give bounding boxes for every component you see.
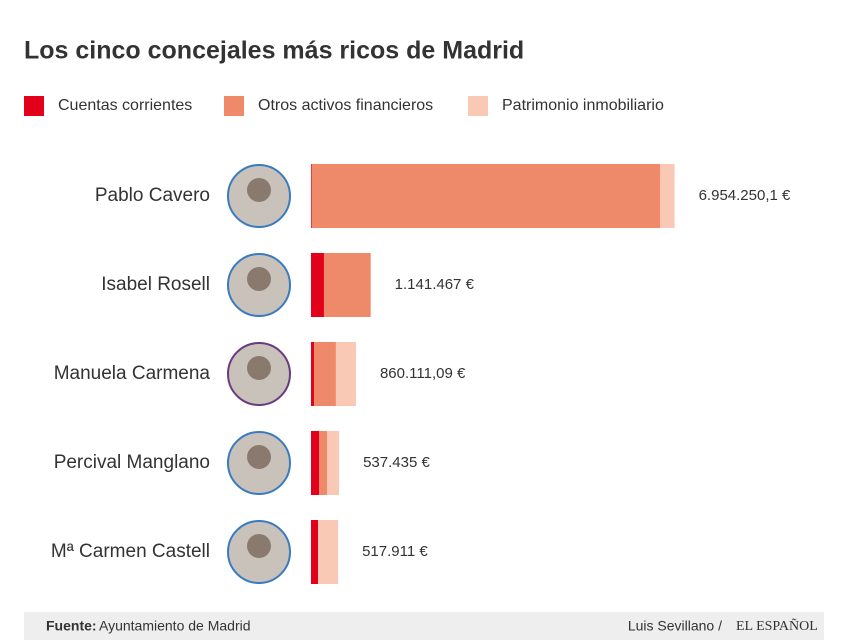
source: Ayuntamiento de Madrid [99, 618, 251, 634]
bar-segment [323, 253, 371, 317]
footer-bar [24, 612, 824, 640]
total-label: 6.954.250,1 € [699, 187, 791, 204]
bar-segment [311, 164, 312, 228]
bar-segment [311, 520, 319, 584]
source-label: Fuente: [46, 618, 97, 634]
avatar-head [247, 445, 271, 469]
legend-label: Patrimonio inmobiliario [502, 97, 664, 114]
category-label: Mª Carmen Castell [51, 541, 210, 562]
category-label: Manuela Carmena [54, 363, 211, 384]
chart-title: Los cinco concejales más ricos de Madrid [24, 37, 524, 65]
legend-swatch [224, 96, 244, 116]
bar-segment [311, 342, 314, 406]
legend-label: Cuentas corrientes [58, 97, 192, 114]
bar-segment [326, 431, 340, 495]
credit: Luis Sevillano / [628, 618, 722, 634]
legend-swatch [468, 96, 488, 116]
bar-segment [318, 520, 339, 584]
bar-segment [318, 431, 327, 495]
bar-segment [660, 164, 675, 228]
bar-segment [311, 253, 324, 317]
total-label: 860.111,09 € [380, 365, 466, 382]
brand: EL ESPAÑOL [736, 618, 818, 634]
avatar-head [247, 534, 271, 558]
total-label: 1.141.467 € [395, 276, 475, 293]
category-label: Isabel Rosell [101, 274, 210, 295]
avatar-head [247, 178, 271, 202]
legend-label: Otros activos financieros [258, 97, 433, 114]
avatar-head [247, 267, 271, 291]
category-label: Percival Manglano [54, 452, 210, 473]
legend-swatch [24, 96, 44, 116]
bar-segment [335, 342, 356, 406]
bar-segment [311, 431, 319, 495]
total-label: 537.435 € [363, 454, 430, 471]
category-label: Pablo Cavero [95, 185, 210, 206]
avatar-head [247, 356, 271, 380]
total-label: 517.911 € [362, 543, 428, 560]
bar-segment [313, 342, 336, 406]
bar-segment [311, 164, 661, 228]
